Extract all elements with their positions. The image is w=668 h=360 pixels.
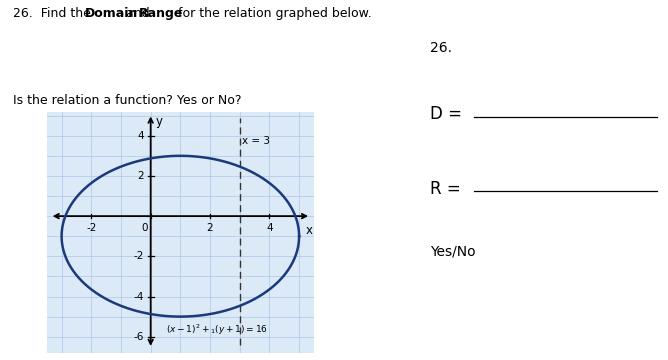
Text: 0: 0 xyxy=(141,223,148,233)
Text: -6: -6 xyxy=(134,332,144,342)
Text: -2: -2 xyxy=(134,251,144,261)
Text: $(x-1)^{2}+_{1}(y+1) = 16$: $(x-1)^{2}+_{1}(y+1) = 16$ xyxy=(166,323,268,337)
Text: Domain: Domain xyxy=(85,7,138,20)
Text: -2: -2 xyxy=(86,223,96,233)
Text: and: and xyxy=(122,7,153,20)
Text: x = 3: x = 3 xyxy=(242,136,270,146)
Text: Yes/No: Yes/No xyxy=(430,245,476,259)
Text: 4: 4 xyxy=(266,223,273,233)
Text: x: x xyxy=(306,224,313,237)
Text: Range: Range xyxy=(138,7,183,20)
Text: 4: 4 xyxy=(138,131,144,141)
Text: -4: -4 xyxy=(134,292,144,302)
Text: R =: R = xyxy=(430,180,461,198)
Text: 2: 2 xyxy=(138,171,144,181)
Text: y: y xyxy=(156,114,163,127)
Text: 26.  Find the: 26. Find the xyxy=(13,7,96,20)
Text: Is the relation a function? Yes or No?: Is the relation a function? Yes or No? xyxy=(13,94,242,107)
Text: for the relation graphed below.: for the relation graphed below. xyxy=(174,7,371,20)
Text: 2: 2 xyxy=(206,223,213,233)
Text: D =: D = xyxy=(430,105,462,123)
Text: 26.: 26. xyxy=(430,41,452,55)
